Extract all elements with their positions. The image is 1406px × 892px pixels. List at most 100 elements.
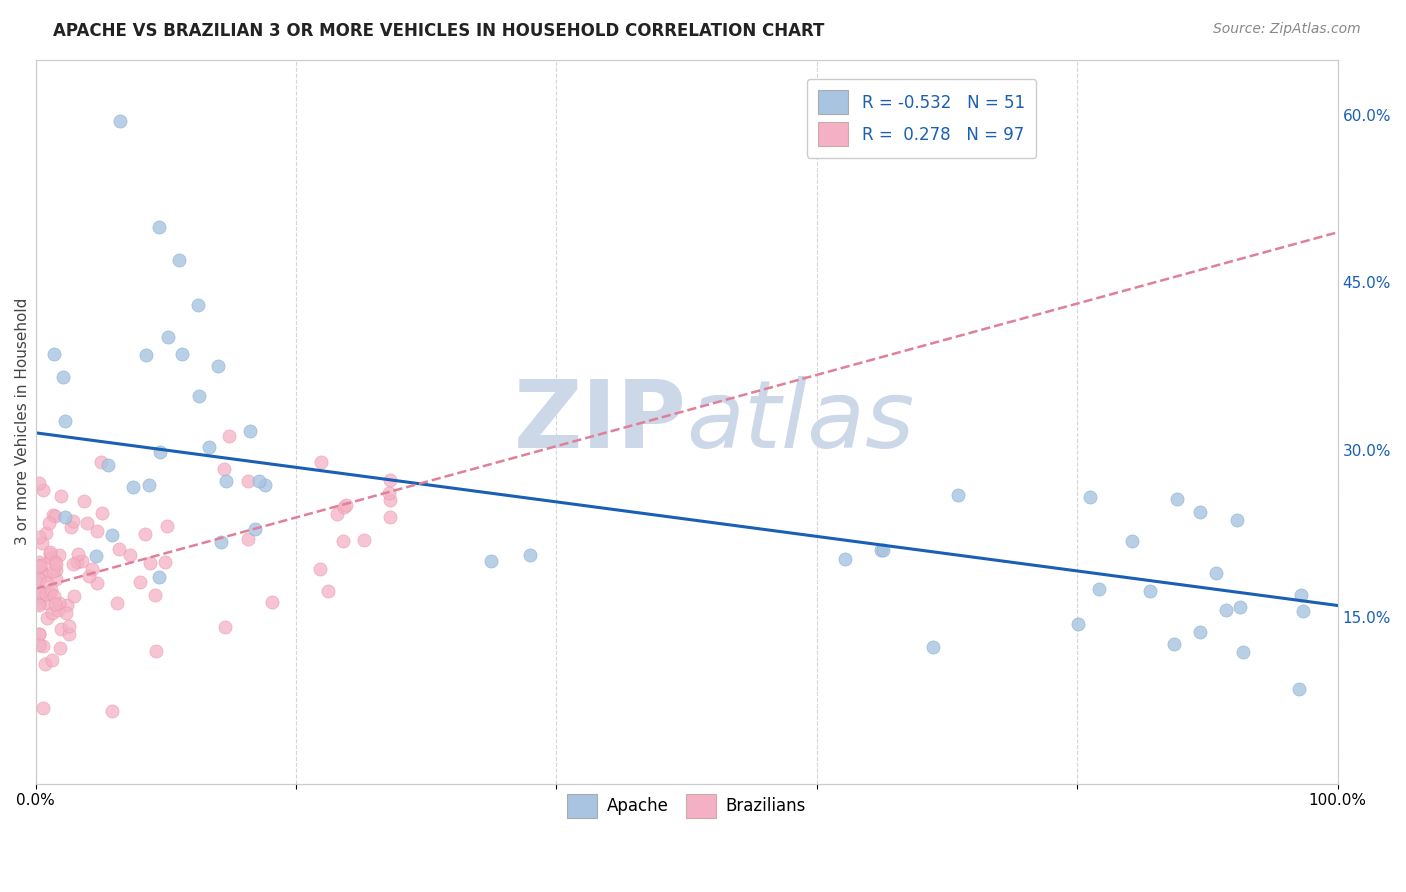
Point — [187, 298, 209, 312]
Point — [34, 657, 56, 671]
Point — [60, 520, 83, 534]
Point — [519, 549, 541, 563]
Point — [30, 558, 52, 572]
Point — [42, 508, 65, 522]
Point — [326, 507, 349, 521]
Point — [35, 567, 58, 582]
Point — [1139, 584, 1161, 599]
Point — [80, 562, 103, 576]
Point — [122, 480, 145, 494]
Point — [167, 253, 190, 268]
Point — [1166, 491, 1188, 506]
Point — [45, 564, 67, 578]
Point — [1229, 599, 1251, 614]
Point — [239, 425, 262, 439]
Point — [90, 455, 112, 469]
Point — [378, 486, 401, 500]
Point — [39, 545, 62, 559]
Point — [1205, 566, 1227, 580]
Point — [28, 627, 51, 641]
Point — [31, 565, 53, 579]
Point — [380, 509, 402, 524]
Point — [1121, 534, 1143, 549]
Point — [333, 500, 356, 514]
Point — [108, 114, 131, 128]
Point — [58, 626, 80, 640]
Point — [148, 219, 170, 234]
Point — [1226, 513, 1249, 527]
Point — [138, 556, 160, 570]
Point — [948, 488, 970, 502]
Point — [49, 622, 72, 636]
Point — [1078, 490, 1101, 504]
Point — [49, 489, 72, 503]
Point — [187, 389, 209, 403]
Point — [353, 533, 375, 547]
Point — [247, 474, 270, 488]
Point — [218, 429, 240, 443]
Point — [148, 569, 170, 583]
Point — [1288, 682, 1310, 697]
Point — [86, 524, 108, 539]
Point — [378, 473, 401, 487]
Point — [31, 640, 53, 654]
Text: Source: ZipAtlas.com: Source: ZipAtlas.com — [1213, 22, 1361, 37]
Point — [31, 536, 53, 550]
Point — [1188, 624, 1211, 639]
Point — [28, 558, 51, 573]
Point — [1189, 505, 1212, 519]
Point — [156, 518, 179, 533]
Point — [236, 475, 259, 489]
Point — [28, 598, 51, 612]
Point — [45, 557, 67, 571]
Point — [156, 330, 179, 344]
Point — [311, 454, 333, 468]
Point — [262, 595, 284, 609]
Point — [128, 575, 150, 590]
Y-axis label: 3 or more Vehicles in Household: 3 or more Vehicles in Household — [15, 298, 30, 545]
Point — [1066, 616, 1088, 631]
Point — [52, 369, 75, 384]
Point — [46, 603, 69, 617]
Point — [41, 565, 63, 579]
Point — [143, 588, 166, 602]
Point — [254, 478, 277, 492]
Point — [28, 589, 51, 603]
Point — [1289, 588, 1312, 602]
Point — [55, 415, 77, 429]
Point — [101, 528, 124, 542]
Point — [66, 547, 89, 561]
Point — [28, 555, 51, 569]
Point — [62, 557, 84, 571]
Point — [72, 494, 94, 508]
Point — [207, 359, 229, 373]
Point — [28, 572, 51, 586]
Point — [70, 554, 93, 568]
Point — [870, 542, 893, 557]
Point — [77, 568, 100, 582]
Point — [41, 606, 63, 620]
Point — [214, 620, 236, 634]
Point — [31, 483, 53, 497]
Point — [41, 653, 63, 667]
Point — [39, 583, 62, 598]
Text: atlas: atlas — [686, 376, 915, 467]
Point — [108, 542, 131, 557]
Point — [197, 440, 219, 454]
Point — [309, 562, 332, 576]
Point — [37, 611, 59, 625]
Point — [872, 543, 894, 558]
Point — [1163, 637, 1185, 651]
Point — [28, 475, 51, 490]
Point — [479, 554, 502, 568]
Point — [58, 619, 80, 633]
Point — [76, 516, 98, 531]
Point — [66, 555, 89, 569]
Point — [37, 596, 59, 610]
Point — [44, 555, 66, 569]
Point — [921, 640, 943, 655]
Point — [42, 590, 65, 604]
Point — [63, 589, 86, 603]
Point — [1292, 604, 1315, 618]
Point — [55, 606, 77, 620]
